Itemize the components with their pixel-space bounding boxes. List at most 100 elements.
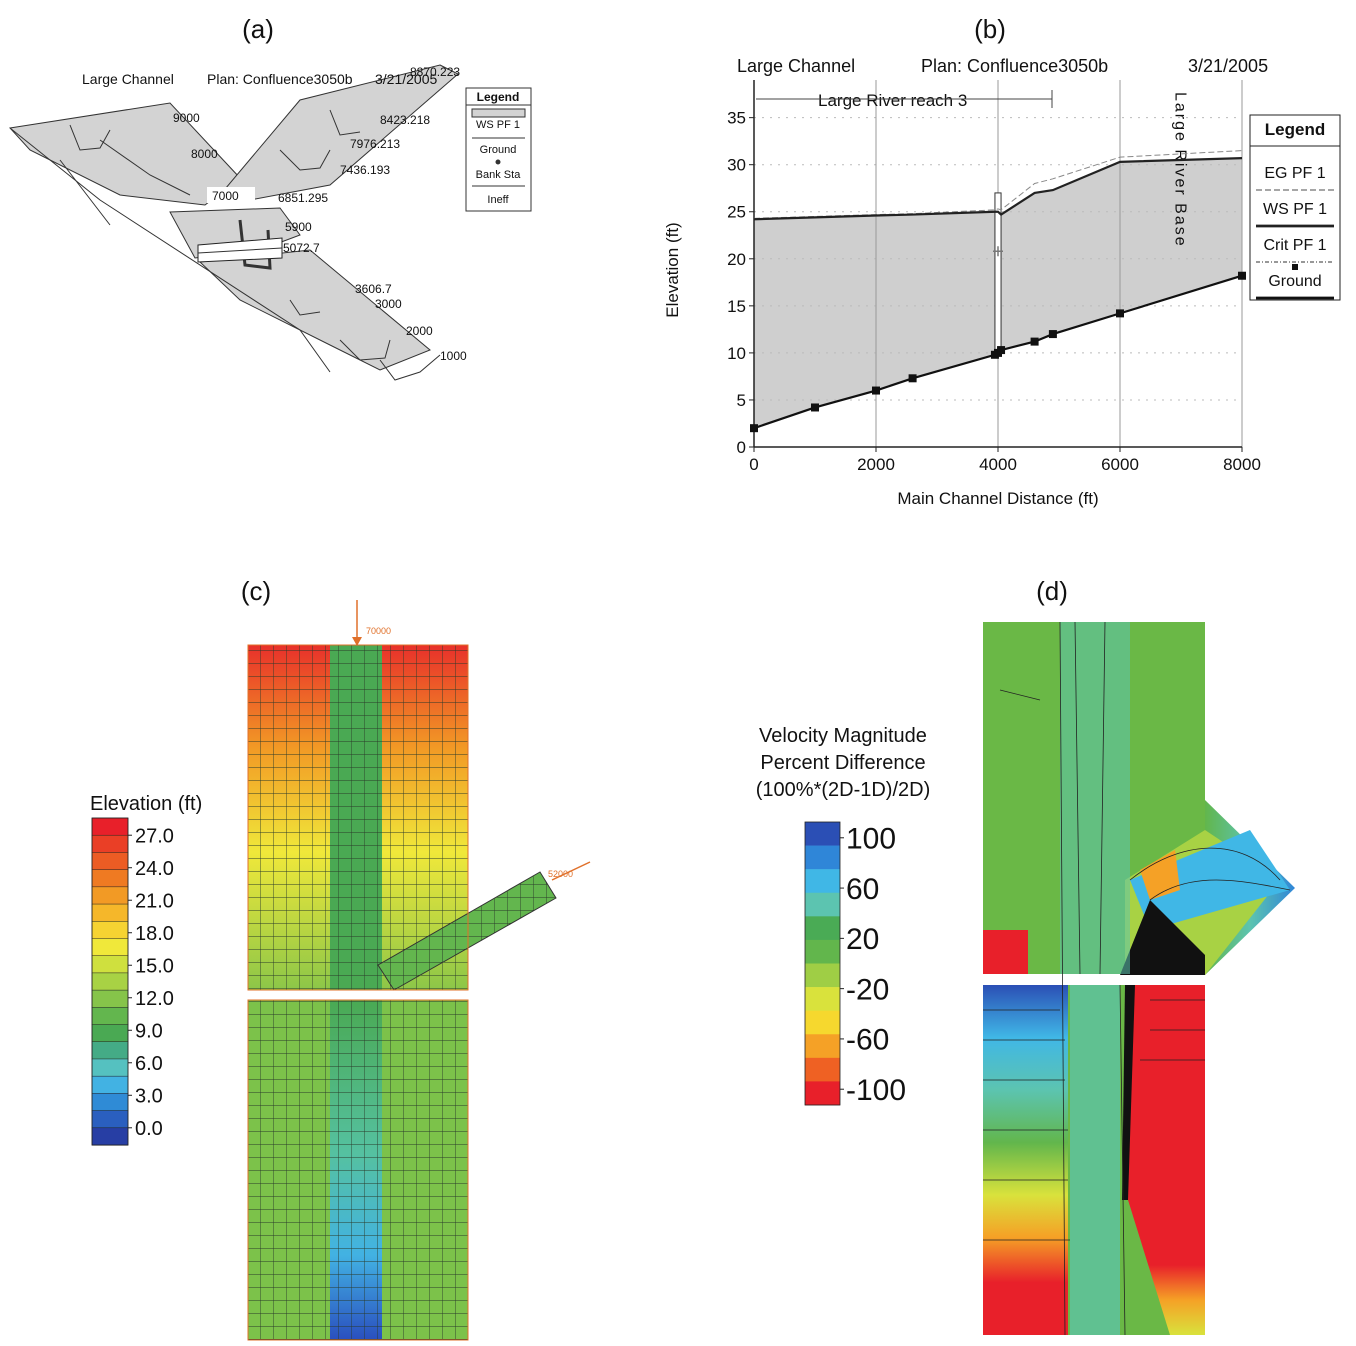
- colorbar-band: [805, 1010, 840, 1035]
- mesh-field: [247, 600, 591, 1341]
- ground-point: [750, 424, 758, 433]
- colorbar-title: Velocity Magnitude: [759, 725, 927, 747]
- panel-label: (d): [1036, 576, 1068, 606]
- colorbar-band: [91, 852, 129, 871]
- panel-label: (c): [241, 576, 271, 606]
- legend-label: EG PF 1: [1264, 165, 1325, 182]
- x-tick-label: 4000: [979, 455, 1017, 474]
- inflow-label: 52000: [548, 869, 573, 879]
- panel-label: (b): [974, 14, 1006, 44]
- station-label: 1000: [440, 349, 467, 363]
- ground-point: [908, 374, 917, 383]
- colorbar-band: [805, 869, 840, 894]
- y-tick-label: 20: [727, 250, 746, 269]
- colorbar-tick-label: 12.0: [135, 988, 174, 1010]
- river-annotation: Large River Base: [1172, 92, 1189, 248]
- colorbar-tick-label: 18.0: [135, 923, 174, 945]
- colorbar-tick-label: 100: [846, 823, 896, 856]
- plot-title: Large Channel: [82, 71, 174, 87]
- colorbar-tick-label: 15.0: [135, 955, 174, 977]
- colorbar-band: [91, 869, 129, 888]
- plot-title: 3/21/2005: [1188, 56, 1268, 76]
- colorbar-tick-label: 3.0: [135, 1085, 163, 1107]
- difference-field: [983, 621, 1295, 1336]
- colorbar-band: [91, 903, 129, 922]
- colorbar-band: [91, 834, 129, 853]
- colorbar-frame: [804, 821, 841, 1106]
- colorbar-band: [805, 987, 840, 1011]
- plot-title: Plan: Confluence3050b: [921, 56, 1108, 76]
- bridge: [994, 192, 1002, 354]
- station-label: 5900: [285, 220, 312, 234]
- colorbar-title: Percent Difference: [760, 752, 925, 774]
- colorbar-band: [805, 963, 840, 988]
- y-tick-label: 30: [727, 156, 746, 175]
- ground-point: [997, 346, 1006, 355]
- colorbar-band: [91, 921, 129, 940]
- colorbar-band: [805, 916, 840, 941]
- colorbar-band: [91, 886, 129, 905]
- river-geometry: [9, 64, 532, 381]
- colorbar-tick-label: 9.0: [135, 1020, 163, 1042]
- ground-point: [1030, 337, 1039, 346]
- colorbar-band: [805, 1081, 840, 1106]
- station-label: 8423.218: [380, 113, 430, 127]
- legend-label: Ground: [480, 144, 517, 156]
- colorbar-band: [805, 845, 840, 870]
- colorbar-band: [91, 972, 129, 991]
- colorbar-tick-label: 24.0: [135, 858, 174, 880]
- x-tick-label: 2000: [857, 455, 895, 474]
- station-label: 5072.7: [283, 241, 320, 255]
- station-label: 8870.223: [410, 65, 460, 79]
- station-label: 7976.213: [350, 137, 400, 151]
- colorbar-tick-label: 0.0: [135, 1118, 163, 1140]
- colorbar-tick-label: 60: [846, 873, 879, 906]
- plot-title: Plan: Confluence3050b: [207, 71, 353, 87]
- y-tick-label: 10: [727, 344, 746, 363]
- station-label: 3000: [375, 297, 402, 311]
- colorbar-band: [91, 1093, 129, 1112]
- colorbar-tick-label: -100: [846, 1074, 906, 1107]
- x-tick-label: 8000: [1223, 455, 1261, 474]
- legend-label: WS PF 1: [476, 119, 520, 131]
- colorbar-band: [805, 1034, 840, 1059]
- colorbar-band: [91, 955, 129, 974]
- station-label: 2000: [406, 324, 433, 338]
- y-axis-label: Elevation (ft): [663, 222, 682, 317]
- x-axis-label: Main Channel Distance (ft): [897, 489, 1098, 508]
- colorbar-band: [805, 892, 840, 917]
- plot-title: Large Channel: [737, 56, 855, 76]
- legend-label: WS PF 1: [1263, 201, 1327, 218]
- legend-swatch: [1292, 264, 1298, 270]
- ground-point: [1116, 309, 1124, 318]
- y-tick-label: 15: [727, 297, 746, 316]
- station-label: 8000: [191, 147, 218, 161]
- legend-label: Bank Sta: [476, 169, 522, 181]
- colorbar-band: [91, 989, 129, 1008]
- colorbar-tick-label: -60: [846, 1024, 889, 1057]
- y-tick-label: 0: [737, 438, 746, 457]
- panel-label: (a): [242, 14, 274, 44]
- colorbar-band: [91, 1007, 129, 1026]
- station-label: 7000: [212, 189, 239, 203]
- colorbar-tick-label: 6.0: [135, 1053, 163, 1075]
- colorbar-band: [805, 939, 840, 964]
- station-label: 9000: [173, 111, 200, 125]
- colorbar-frame: [91, 817, 129, 1146]
- crit-marker: [993, 246, 1003, 257]
- station-label: 7436.193: [340, 163, 390, 177]
- colorbar-band: [91, 1127, 129, 1146]
- y-tick-label: 5: [737, 391, 746, 410]
- colorbar-band: [805, 822, 840, 846]
- colorbar-tick-label: -20: [846, 973, 889, 1006]
- colorbar-band: [91, 1024, 129, 1043]
- colorbar-band: [91, 938, 129, 957]
- colorbar-band: [805, 1057, 840, 1082]
- colorbar-band: [91, 1075, 129, 1094]
- legend-label: Ineff: [487, 194, 509, 206]
- station-label: 6851.295: [278, 191, 328, 205]
- legend-label: Crit PF 1: [1263, 237, 1326, 254]
- x-tick-label: 0: [749, 455, 758, 474]
- colorbar-band: [91, 817, 129, 836]
